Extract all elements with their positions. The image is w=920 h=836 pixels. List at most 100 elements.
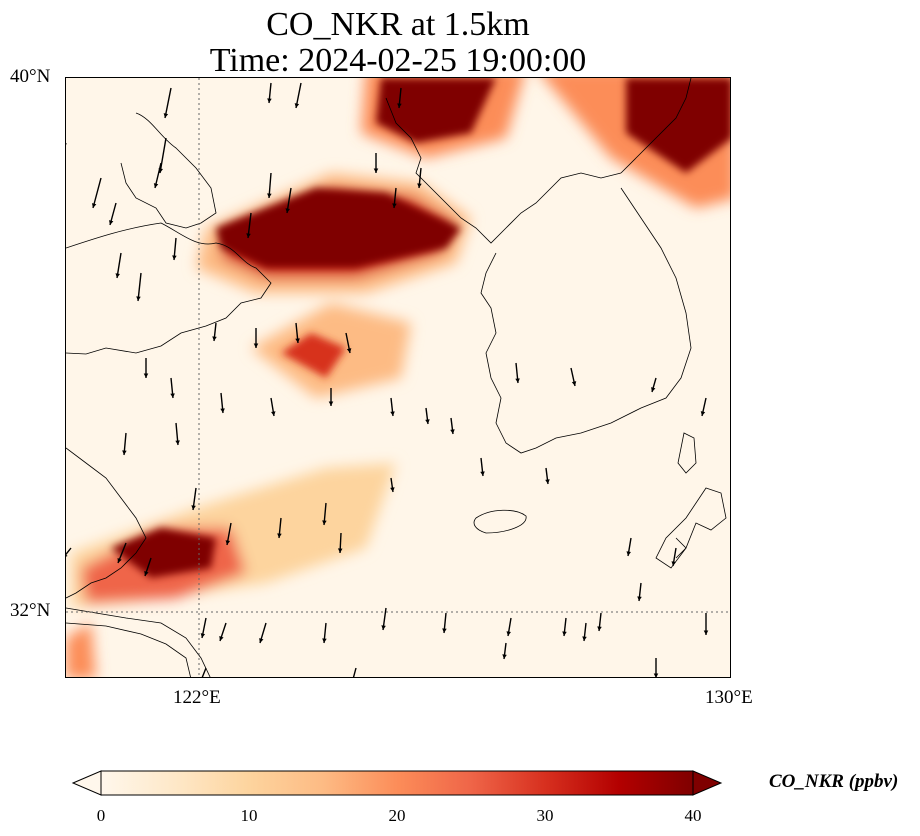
figure-subtitle: Time: 2024-02-25 19:00:00 <box>209 42 587 79</box>
wind-arrowhead <box>175 440 180 445</box>
plume-core-north <box>216 188 461 268</box>
wind-arrowhead <box>390 411 395 416</box>
colorbar-extend-max <box>692 770 723 796</box>
wind-arrowhead <box>91 203 97 208</box>
lat-label-40n: 40°N <box>10 66 51 87</box>
wind-arrowhead <box>653 673 659 677</box>
wind-arrow <box>352 667 357 677</box>
figure-title: CO_NKR at 1.5km <box>266 6 530 43</box>
wind-arrowhead <box>328 401 334 406</box>
wind-arrowhead <box>582 636 587 641</box>
wind-arrowhead <box>337 548 343 553</box>
map-panel <box>65 77 731 678</box>
plume-core-south <box>111 528 216 578</box>
wind-arrowhead <box>651 387 656 392</box>
wind-arrowhead <box>170 393 175 398</box>
wind-arrowhead <box>346 348 352 353</box>
colorbar-tick-20: 20 <box>388 806 406 825</box>
lon-label-130e: 130°E <box>705 687 753 708</box>
wind-arrowhead <box>225 540 231 545</box>
wind-arrowhead <box>381 625 386 630</box>
wind-arrowhead <box>66 554 68 557</box>
wind-arrowhead <box>267 193 272 198</box>
colorbar-label: CO_NKR (ppbv) <box>769 771 899 792</box>
coastline-korea-west <box>480 187 692 454</box>
wind-arrowhead <box>259 638 264 643</box>
wind-arrowhead <box>700 411 706 416</box>
wind-arrowhead <box>703 630 709 635</box>
graticule <box>66 78 730 677</box>
coastline-yangtze <box>66 607 211 677</box>
coastlines <box>66 78 727 677</box>
wind-arrow <box>164 87 172 119</box>
plume-core-top-right <box>626 78 730 173</box>
wind-arrowhead <box>515 378 520 383</box>
wind-arrowhead <box>322 520 327 525</box>
wind-arrowhead <box>571 381 577 386</box>
coastline-tsushima <box>675 537 687 559</box>
wind-arrowhead <box>271 411 276 416</box>
wind-arrowhead <box>267 98 272 103</box>
wind-arrowhead <box>253 343 259 348</box>
plume-core-top <box>376 78 496 143</box>
wind-arrowhead <box>295 338 300 343</box>
colorbar-tick-0: 0 <box>96 806 106 825</box>
wind-arrowhead <box>122 450 127 455</box>
wind-arrowhead <box>562 631 567 636</box>
colorbar-extend-min <box>71 770 102 796</box>
wind-arrow <box>159 137 167 174</box>
map-svg <box>66 78 730 677</box>
wind-arrow <box>137 272 142 302</box>
coastline-japan-2 <box>655 487 727 569</box>
wind-arrowhead <box>417 183 422 188</box>
wind-arrowhead <box>191 505 196 510</box>
wind-arrowhead <box>392 203 397 208</box>
wind-vectors <box>66 82 709 677</box>
wind-arrowhead <box>212 336 217 341</box>
colorbar-tick-10: 10 <box>240 806 258 825</box>
wind-arrowhead <box>144 571 149 576</box>
wind-arrowhead <box>502 654 507 659</box>
wind-arrowhead <box>390 487 395 492</box>
wind-arrowhead <box>597 626 602 631</box>
plume-core-center <box>281 333 346 378</box>
colorbar-tick-40: 40 <box>684 806 702 825</box>
wind-arrowhead <box>108 220 114 225</box>
wind-arrowhead <box>442 628 447 633</box>
wind-arrowhead <box>397 103 402 108</box>
coastline-china-north <box>66 222 272 355</box>
wind-arrowhead <box>117 558 122 563</box>
wind-arrowhead <box>425 419 430 424</box>
wind-arrowhead <box>277 533 282 538</box>
wind-arrowhead <box>506 631 511 636</box>
lon-label-122e: 122°E <box>173 687 221 708</box>
wind-arrowhead <box>200 633 206 638</box>
wind-arrowhead <box>373 168 379 173</box>
coastline-china-east <box>66 447 147 599</box>
wind-arrowhead <box>322 638 327 643</box>
colorbar-tick-30: 30 <box>536 806 554 825</box>
colorbar <box>71 770 723 796</box>
wind-arrowhead <box>163 113 169 118</box>
wind-arrowhead <box>626 551 631 556</box>
colorbar-gradient <box>100 770 694 796</box>
wind-arrowhead <box>450 429 455 434</box>
wind-arrowhead <box>153 183 159 188</box>
wind-arrow <box>66 547 72 556</box>
concentration-field <box>66 78 730 677</box>
coastline-jeju <box>473 509 527 534</box>
wind-arrowhead <box>115 273 120 278</box>
coastline-liaodong <box>385 97 622 244</box>
wind-arrowhead <box>671 561 676 566</box>
wind-arrowhead <box>637 596 642 601</box>
wind-arrowhead <box>545 479 550 484</box>
wind-arrowhead <box>294 103 300 108</box>
wind-arrowhead <box>219 636 224 641</box>
wind-arrow <box>92 177 102 209</box>
wind-arrowhead <box>136 296 141 301</box>
lat-label-32n: 32°N <box>10 600 51 621</box>
coastline-yangtze-south <box>66 622 191 677</box>
plume-corner <box>66 623 96 677</box>
coastline-bohai <box>120 112 217 229</box>
coastline-korea-east <box>620 78 692 174</box>
